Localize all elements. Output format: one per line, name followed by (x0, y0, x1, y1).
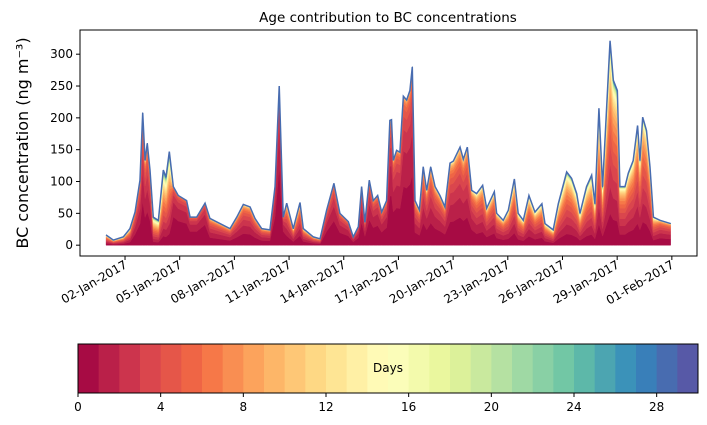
y-tick-label: 100 (50, 175, 73, 189)
plot-frame (79, 29, 698, 257)
colorbar-segment (78, 344, 100, 393)
colorbar-segment (470, 344, 492, 393)
y-tick-label: 300 (50, 47, 73, 61)
colorbar-segment (160, 344, 182, 393)
colorbar-segment (532, 344, 554, 393)
colorbar-segment (222, 344, 244, 393)
colorbar-segment (264, 344, 286, 393)
colorbar-segment (512, 344, 534, 393)
chart-title: Age contribution to BC concentrations (259, 10, 517, 26)
colorbar-segment (346, 344, 368, 393)
colorbar-segment (243, 344, 265, 393)
colorbar-tick-label: 24 (566, 400, 581, 414)
colorbar-segment (388, 344, 410, 393)
colorbar-tick-label: 28 (649, 400, 664, 414)
colorbar-tick-label: 8 (240, 400, 248, 414)
colorbar-segment (305, 344, 327, 393)
colorbar-segment (450, 344, 472, 393)
colorbar-segment (574, 344, 596, 393)
colorbar-tick-label: 16 (401, 400, 416, 414)
y-tick-label: 250 (50, 79, 73, 93)
colorbar-segment (491, 344, 513, 393)
y-tick-label: 200 (50, 111, 73, 125)
colorbar-segment (284, 344, 306, 393)
colorbar-segment (656, 344, 678, 393)
colorbar-tick-label: 4 (157, 400, 165, 414)
colorbar-frame (77, 343, 699, 394)
colorbar-segment (677, 344, 699, 393)
total-line (105, 40, 671, 241)
colorbar-segment (181, 344, 203, 393)
colorbar-segment (119, 344, 141, 393)
colorbar-segment (615, 344, 637, 393)
colorbar-segment (140, 344, 162, 393)
colorbar-segment (594, 344, 616, 393)
colorbar-segment (202, 344, 224, 393)
colorbar-tick-label: 0 (74, 400, 82, 414)
y-tick-label: 150 (50, 143, 73, 157)
colorbar: 0 4 8 12 16 20 24 28 (74, 343, 699, 414)
y-axis-label: BC concentration (ng m⁻³) (13, 37, 32, 248)
x-axis: 02-Jan-201705-Jan-201708-Jan-201711-Jan-… (59, 256, 676, 307)
colorbar-segment (367, 344, 389, 393)
colorbar-tick-label: 20 (484, 400, 499, 414)
colorbar-segment (553, 344, 575, 393)
colorbar-segment (636, 344, 658, 393)
colorbar-segment (408, 344, 430, 393)
colorbar-segment (98, 344, 120, 393)
colorbar-label: Days (373, 361, 403, 375)
colorbar-segment (326, 344, 348, 393)
colorbar-tick-label: 12 (318, 400, 333, 414)
y-tick-label: 50 (58, 206, 73, 220)
colorbar-segment (429, 344, 451, 393)
y-axis: 0 50 100 150 200 250 300 (50, 47, 80, 252)
y-tick-label: 0 (65, 238, 73, 252)
stacked-age-layers (105, 40, 671, 246)
